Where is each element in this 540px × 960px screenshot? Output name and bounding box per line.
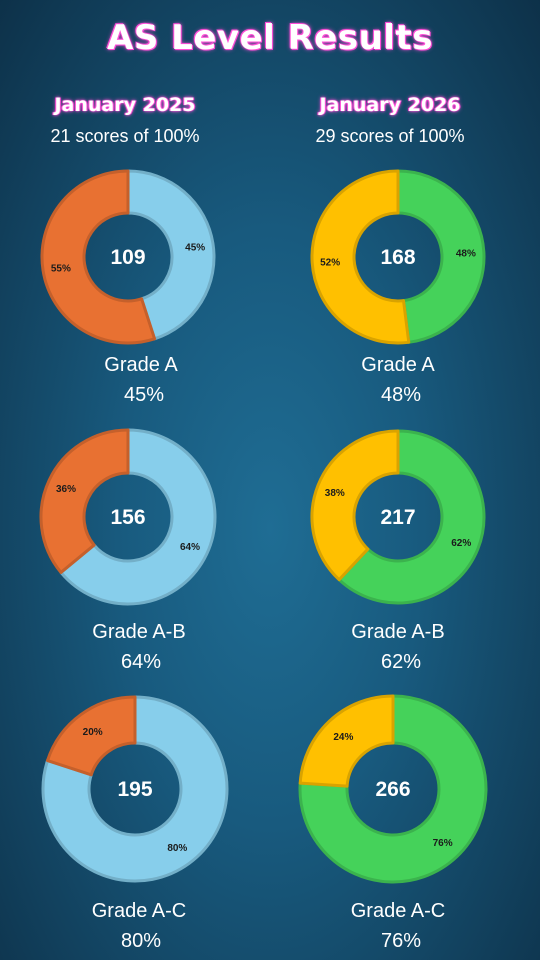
- slice-label-grade-a: 48%: [456, 249, 476, 260]
- donut-chart-jan-2025-grade-a-c: 80% 20% 195: [41, 695, 229, 883]
- donut-slice-grade-a: [126, 169, 216, 341]
- donut-center-value: 168: [380, 246, 415, 269]
- caption-grade-jan-2025-grade-a: Grade A: [104, 354, 178, 376]
- caption-percent-jan-2026-grade-a: 48%: [380, 384, 422, 406]
- slice-label-other: 38%: [325, 488, 345, 499]
- slice-label-grade-a-b: 62%: [451, 538, 471, 549]
- donut-slice-grade-a-b: [59, 428, 217, 606]
- donut-slice-other: [298, 694, 395, 788]
- column-heading-jan-2026: January 2026: [319, 94, 461, 116]
- donut-center-value: 266: [375, 778, 410, 801]
- caption-grade-jan-2025-grade-a-b: Grade A-B: [92, 621, 186, 643]
- donut-slice-other: [46, 695, 137, 777]
- donut-slice-grade-a: [396, 169, 486, 344]
- caption-percent-jan-2025-grade-a-c: 80%: [120, 930, 162, 952]
- slice-label-grade-a-c: 76%: [433, 838, 453, 849]
- caption-grade-jan-2026-grade-a-c: Grade A-C: [350, 900, 446, 922]
- donut-slice-grade-a-b: [337, 429, 486, 605]
- slice-label-other: 36%: [56, 484, 76, 495]
- donut-slice-other: [310, 169, 411, 345]
- donut-center-value: 156: [110, 506, 145, 529]
- column-subtitle-jan-2025: 21 scores of 100%: [50, 126, 200, 146]
- column-subtitle-jan-2026: 29 scores of 100%: [315, 126, 465, 146]
- caption-grade-jan-2025-grade-a-c: Grade A-C: [91, 900, 187, 922]
- page-title: AS Level Results: [107, 18, 433, 58]
- caption-grade-jan-2026-grade-a: Grade A: [361, 354, 435, 376]
- donut-slice-grade-a-c: [298, 694, 488, 884]
- slice-label-grade-a-b: 64%: [180, 542, 200, 553]
- donut-slice-grade-a-c: [41, 695, 229, 883]
- slice-label-other: 20%: [83, 727, 103, 738]
- donut-slice-other: [39, 428, 130, 574]
- caption-percent-jan-2026-grade-a-b: 62%: [380, 651, 422, 673]
- slice-label-other: 52%: [320, 257, 340, 268]
- donut-slice-other: [40, 169, 157, 345]
- slice-label-grade-a-c: 80%: [167, 843, 187, 854]
- slice-label-other: 55%: [51, 264, 71, 275]
- slice-label-grade-a: 45%: [185, 242, 205, 253]
- donut-chart-jan-2026-grade-a-b: 62% 38% 217: [310, 429, 486, 605]
- donut-chart-jan-2026-grade-a-c: 76% 24% 266: [298, 694, 488, 884]
- slice-label-other: 24%: [333, 732, 353, 743]
- donut-chart-jan-2025-grade-a-b: 64% 36% 156: [39, 428, 217, 606]
- caption-percent-jan-2025-grade-a-b: 64%: [120, 651, 162, 673]
- donut-center-value: 195: [117, 778, 152, 801]
- caption-percent-jan-2026-grade-a-c: 76%: [380, 930, 422, 952]
- donut-center-value: 217: [380, 506, 415, 529]
- donut-slice-other: [310, 429, 400, 582]
- donut-chart-jan-2025-grade-a: 45% 55% 109: [40, 169, 216, 345]
- donut-chart-jan-2026-grade-a: 48% 52% 168: [310, 169, 486, 345]
- donut-center-value: 109: [110, 246, 145, 269]
- caption-grade-jan-2026-grade-a-b: Grade A-B: [351, 621, 445, 643]
- caption-percent-jan-2025-grade-a: 45%: [123, 384, 165, 406]
- column-heading-jan-2025: January 2025: [54, 94, 196, 116]
